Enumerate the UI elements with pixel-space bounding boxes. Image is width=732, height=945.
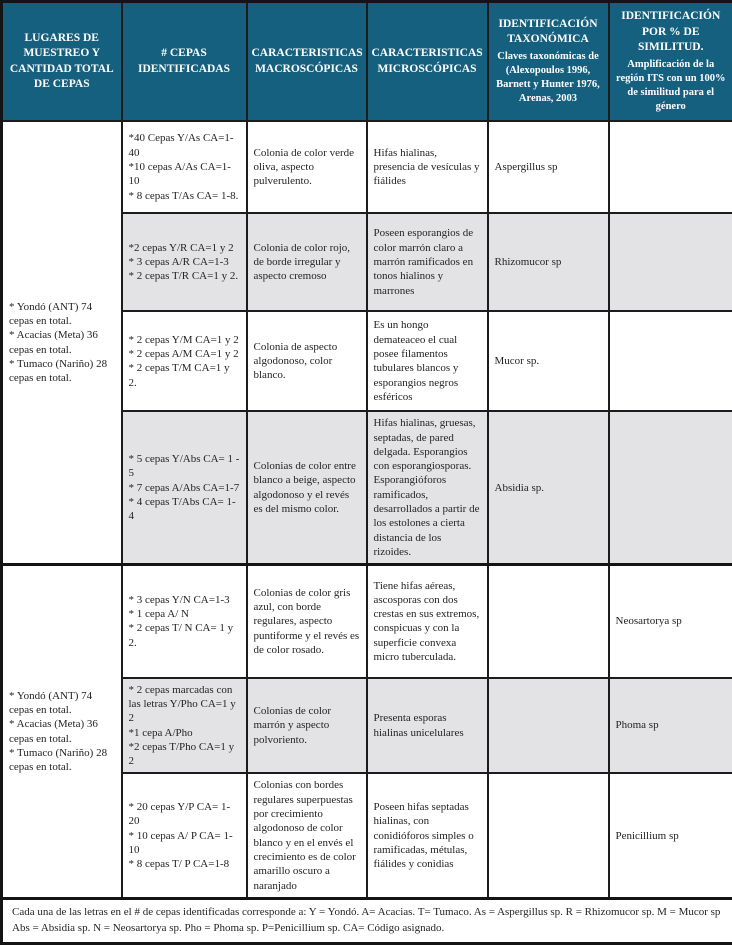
cell-similitud-neosartorya: Neosartorya sp xyxy=(609,565,732,678)
header-row: LUGARES DE MUESTREO Y CANTIDAD TOTAL DE … xyxy=(2,2,732,122)
legend-footnote: Cada una de las letras en el # de cepas … xyxy=(2,898,732,943)
col-header-similitud-title: IDENTIFICACIÓN POR % DE SIMILITUD. xyxy=(614,9,729,56)
col-header-taxonomica: IDENTIFICACIÓN TAXONÓMICA Claves taxonóm… xyxy=(488,2,609,122)
cell-similitud-penicillium: Penicillium sp xyxy=(609,773,732,898)
cell-macro-aspergillus: Colonia de color verde oliva, aspecto pu… xyxy=(247,121,367,213)
col-header-similitud: IDENTIFICACIÓN POR % DE SIMILITUD. Ampli… xyxy=(609,2,732,122)
cell-similitud-rhizomucor xyxy=(609,213,732,311)
cell-similitud-phoma: Phoma sp xyxy=(609,678,732,774)
col-header-taxonomica-subtitle: Claves taxonómicas de (Alexopoulos 1996,… xyxy=(493,50,604,107)
col-header-lugares: LUGARES DE MUESTREO Y CANTIDAD TOTAL DE … xyxy=(2,2,122,122)
cell-micro-mucor: Es un hongo demateaceo el cual posee fil… xyxy=(367,311,488,411)
cell-macro-rhizomucor: Colonia de color rojo, de borde irregula… xyxy=(247,213,367,311)
cell-location-group1: * Yondó (ANT) 74 cepas en total. * Acaci… xyxy=(2,121,122,564)
cell-taxonomia-phoma xyxy=(488,678,609,774)
cell-micro-neosartorya: Tiene hifas aéreas, ascosporas con dos c… xyxy=(367,565,488,678)
col-header-cepas: # CEPAS IDENTIFICADAS xyxy=(122,2,247,122)
cell-similitud-mucor xyxy=(609,311,732,411)
cell-cepas-mucor: * 2 cepas Y/M CA=1 y 2 * 2 cepas A/M CA=… xyxy=(122,311,247,411)
cell-taxonomia-rhizomucor: Rhizomucor sp xyxy=(488,213,609,311)
cell-micro-aspergillus: Hifas hialinas, presencia de vesículas y… xyxy=(367,121,488,213)
col-header-microscopicas: CARACTERISTICAS MICROSCÓPICAS xyxy=(367,2,488,122)
cell-cepas-rhizomucor: *2 cepas Y/R CA=1 y 2 * 3 cepas A/R CA=1… xyxy=(122,213,247,311)
cell-taxonomia-penicillium xyxy=(488,773,609,898)
cell-micro-rhizomucor: Poseen esporangios de color marrón claro… xyxy=(367,213,488,311)
cell-micro-absidia: Hifas hialinas, gruesas, septadas, de pa… xyxy=(367,411,488,564)
table-row-aspergillus: * Yondó (ANT) 74 cepas en total. * Acaci… xyxy=(2,121,732,213)
table-row-neosartorya: * Yondó (ANT) 74 cepas en total. * Acaci… xyxy=(2,565,732,678)
cell-macro-phoma: Colonias de color marrón y aspecto polvo… xyxy=(247,678,367,774)
cell-location-group2: * Yondó (ANT) 74 cepas en total. * Acaci… xyxy=(2,565,122,899)
col-header-macroscopicas: CARACTERISTICAS MACROSCÓPICAS xyxy=(247,2,367,122)
cell-cepas-penicillium: * 20 cepas Y/P CA= 1-20 * 10 cepas A/ P … xyxy=(122,773,247,898)
cell-micro-penicillium: Poseen hifas septadas hialinas, con coni… xyxy=(367,773,488,898)
cell-macro-absidia: Colonias de color entre blanco a beige, … xyxy=(247,411,367,564)
col-header-similitud-subtitle: Amplificación de la región ITS con un 10… xyxy=(614,58,729,115)
cell-cepas-aspergillus: *40 Cepas Y/As CA=1-40 *10 cepas A/As CA… xyxy=(122,121,247,213)
cell-macro-mucor: Colonia de aspecto algodonoso, color bla… xyxy=(247,311,367,411)
cell-cepas-neosartorya: * 3 cepas Y/N CA=1-3 * 1 cepa A/ N * 2 c… xyxy=(122,565,247,678)
cell-macro-neosartorya: Colonias de color gris azul, con borde r… xyxy=(247,565,367,678)
cell-similitud-absidia xyxy=(609,411,732,564)
cell-taxonomia-neosartorya xyxy=(488,565,609,678)
col-header-taxonomica-title: IDENTIFICACIÓN TAXONÓMICA xyxy=(493,17,604,48)
cell-micro-phoma: Presenta esporas hialinas unicelulares xyxy=(367,678,488,774)
cell-taxonomia-absidia: Absidia sp. xyxy=(488,411,609,564)
footnote-row: Cada una de las letras en el # de cepas … xyxy=(2,898,732,943)
cell-cepas-phoma: * 2 cepas marcadas con las letras Y/Pho … xyxy=(122,678,247,774)
cell-taxonomia-mucor: Mucor sp. xyxy=(488,311,609,411)
cell-macro-penicillium: Colonias con bordes regulares superpuest… xyxy=(247,773,367,898)
cell-similitud-aspergillus xyxy=(609,121,732,213)
cell-taxonomia-aspergillus: Aspergillus sp xyxy=(488,121,609,213)
cell-cepas-absidia: * 5 cepas Y/Abs CA= 1 - 5 * 7 cepas A/Ab… xyxy=(122,411,247,564)
